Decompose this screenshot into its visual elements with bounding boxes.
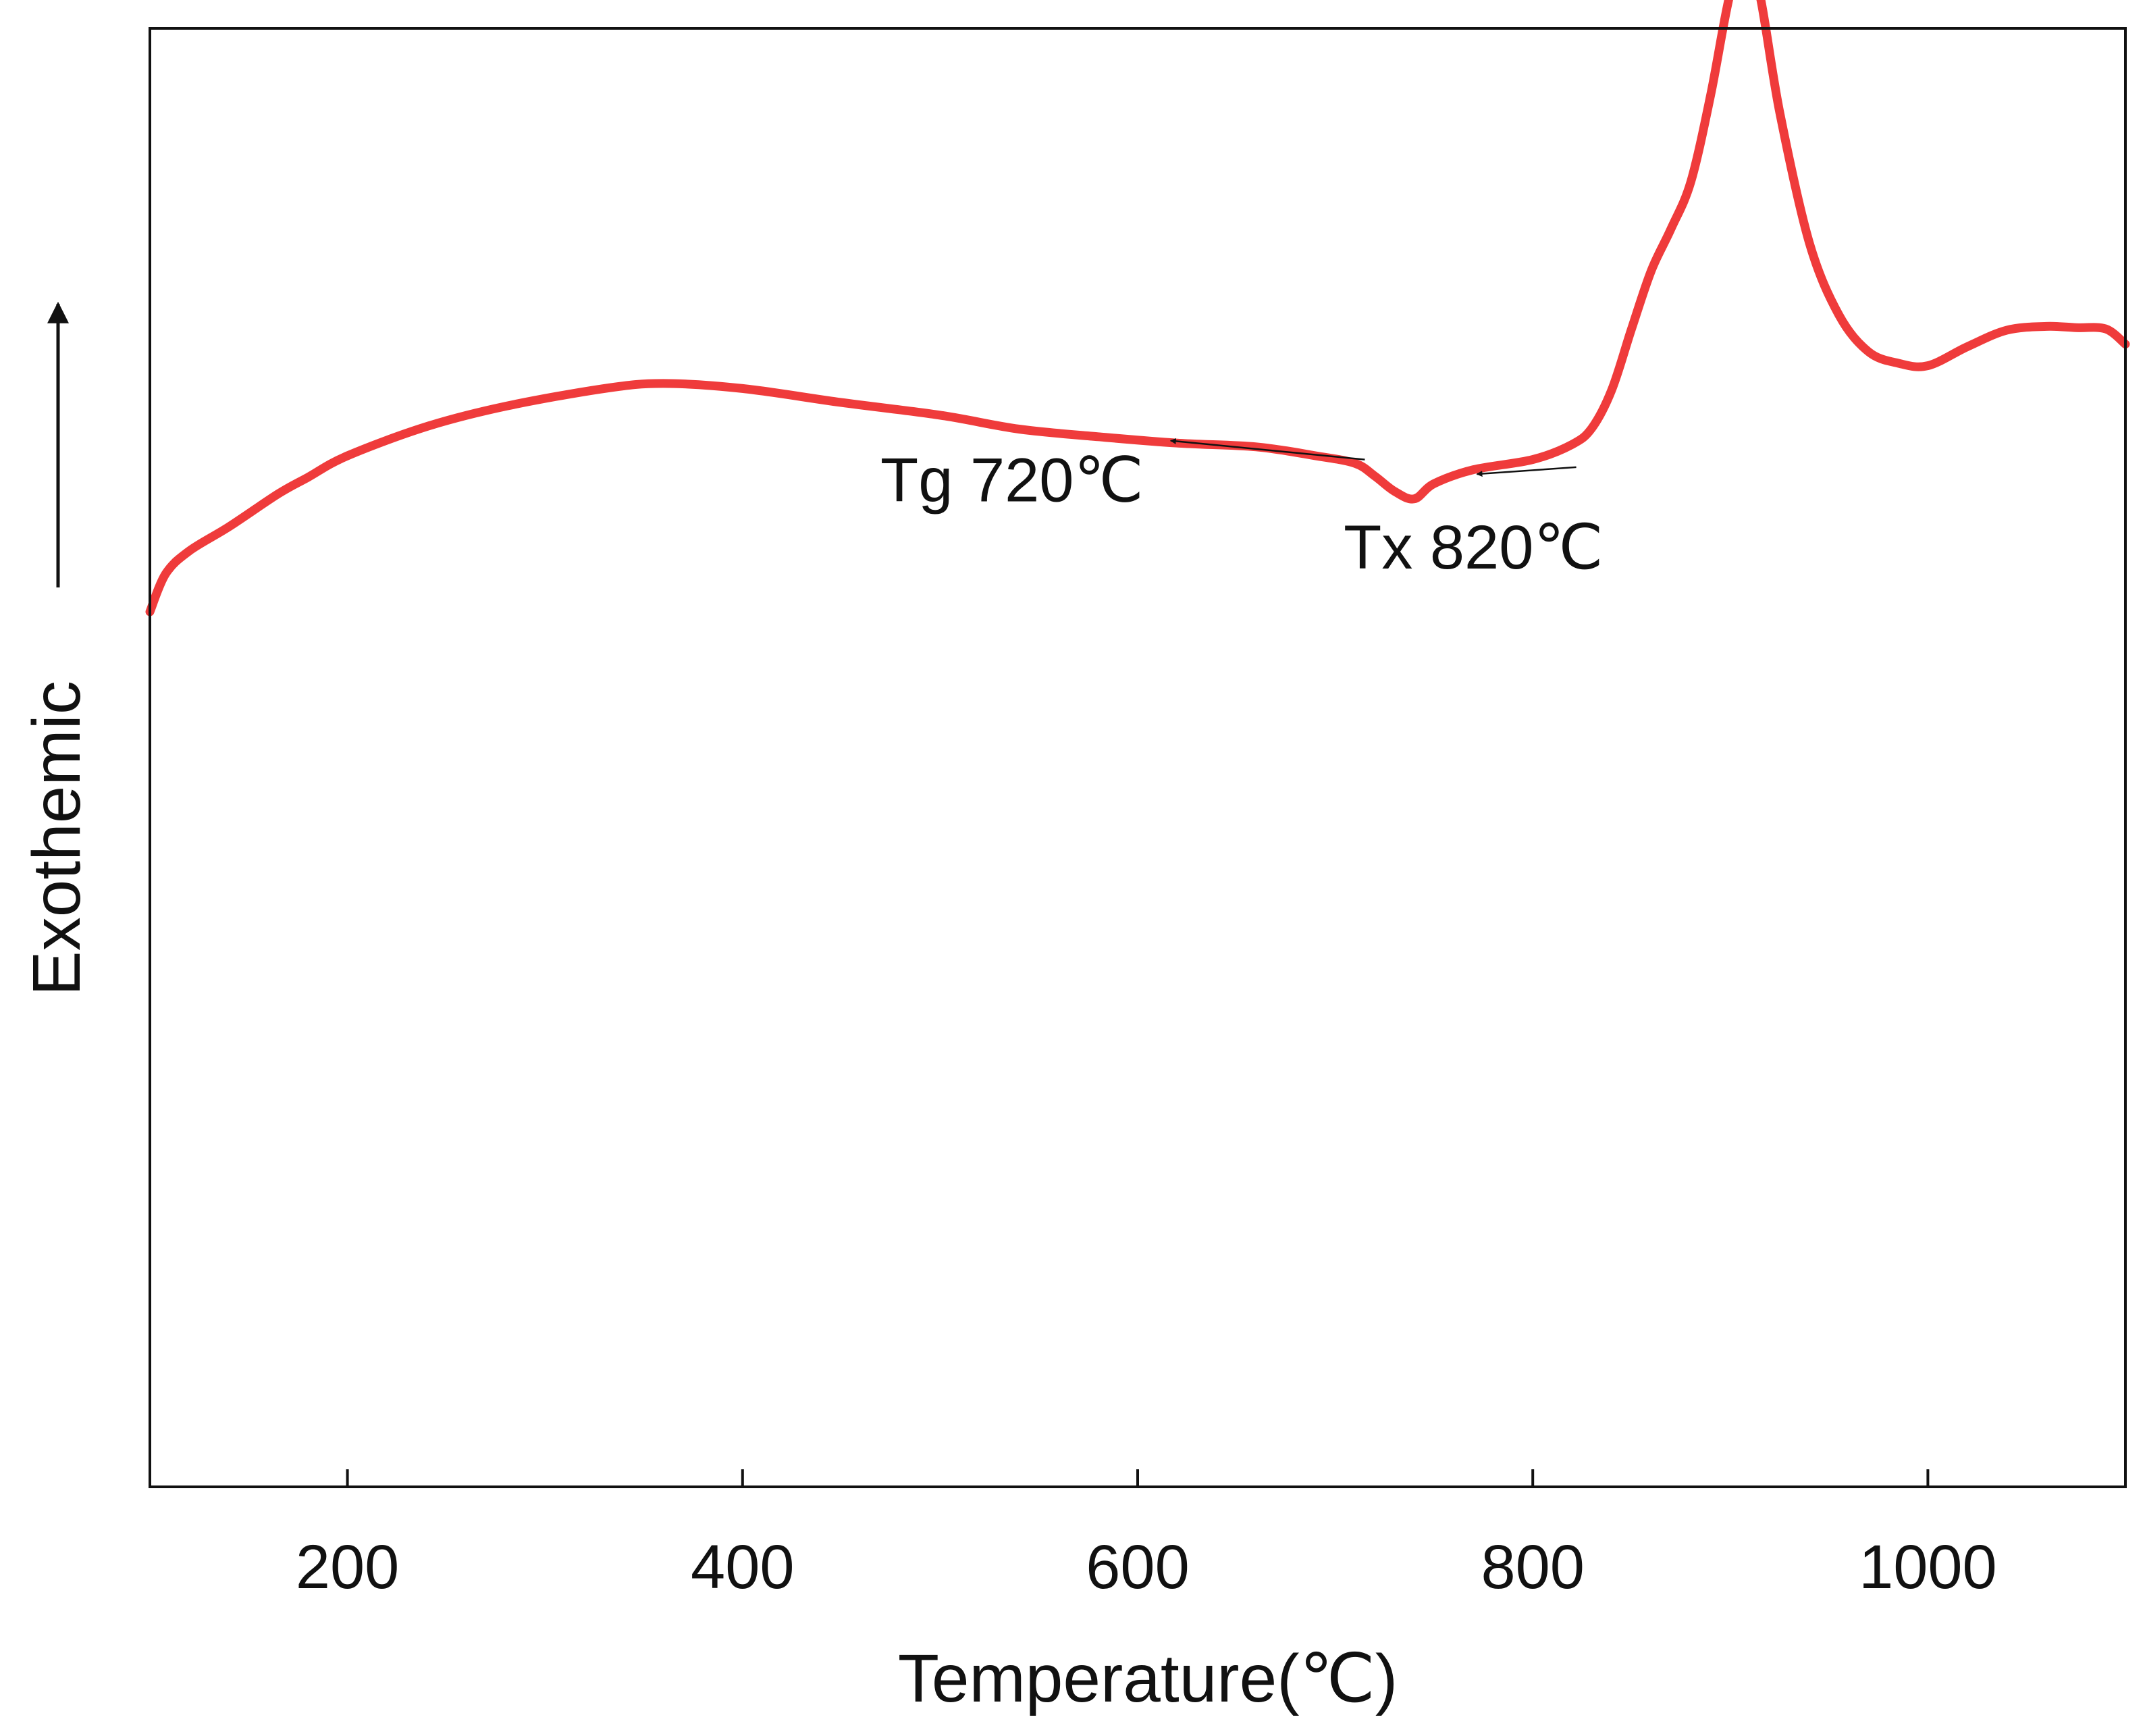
annotation-arrow [1169, 438, 1365, 461]
x-tick-label: 400 [691, 1533, 795, 1602]
x-axis-ticks [346, 1469, 1930, 1487]
series-group [145, 0, 2130, 616]
series-line-0 [145, 0, 2130, 616]
x-tick-label: 800 [1481, 1533, 1585, 1602]
x-tick-label: 1000 [1859, 1533, 1997, 1602]
x-axis-title: Temperature(℃) [898, 1641, 1398, 1716]
annotation-label: Tg 720℃ [880, 446, 1144, 515]
annotations: Tp 908℃Tg 720℃Tx 820℃ [880, 438, 1604, 582]
annotation-arrow [1476, 466, 1577, 477]
annotation-label: Tx 820℃ [1344, 513, 1604, 582]
plot-frame [149, 27, 2127, 1488]
x-tick-label: 200 [296, 1533, 400, 1602]
x-axis-tick-labels: 200 400 600 800 1000 [296, 1533, 1997, 1602]
x-tick-label: 600 [1086, 1533, 1190, 1602]
y-axis-title: Exothemic [19, 681, 95, 996]
